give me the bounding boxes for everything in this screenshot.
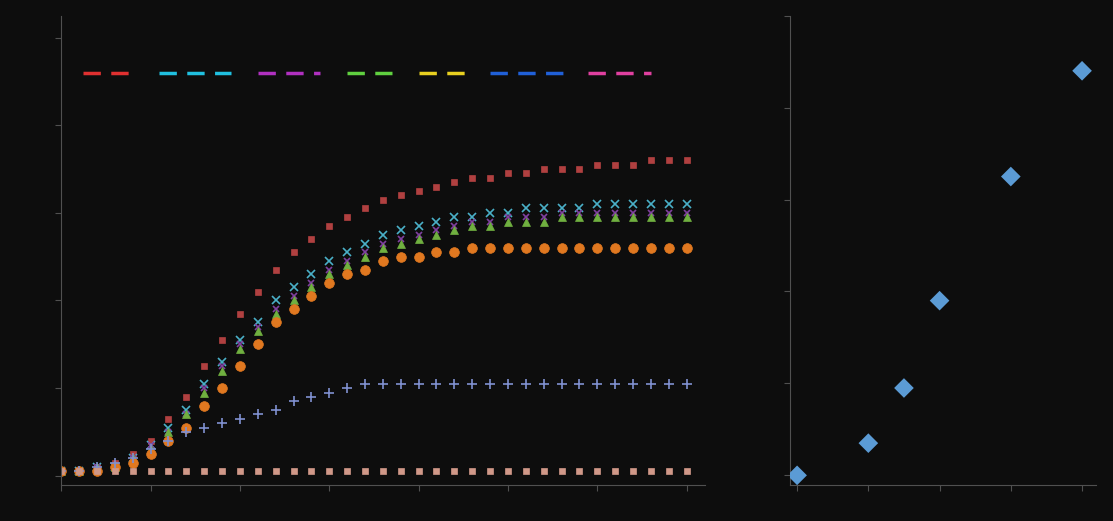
- Point: [788, 471, 806, 479]
- Point: [930, 296, 948, 305]
- Point: [1002, 172, 1020, 181]
- Point: [859, 439, 877, 448]
- Point: [1073, 67, 1091, 75]
- Point: [895, 384, 913, 392]
